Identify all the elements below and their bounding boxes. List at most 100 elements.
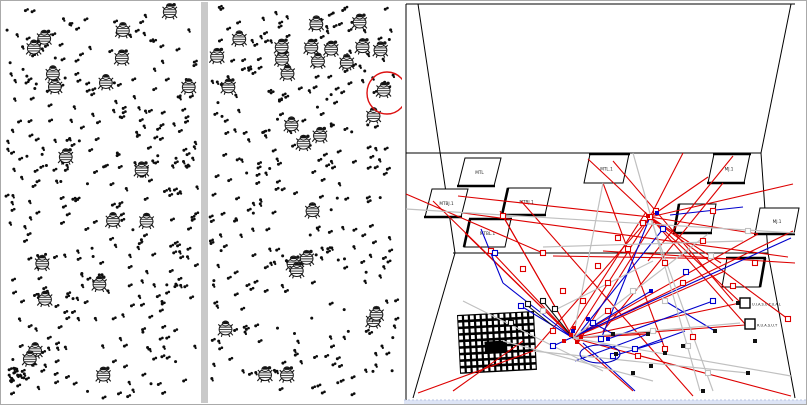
poster-node[interactable]: MJ.1 (754, 207, 800, 236)
food-dot (383, 6, 389, 11)
food-dot (360, 78, 365, 84)
selected-agent[interactable] (366, 71, 402, 115)
food-dot (239, 233, 243, 239)
food-dot (164, 77, 170, 82)
node-marker (597, 335, 605, 343)
food-dot (86, 276, 92, 281)
food-dot (151, 252, 157, 257)
food-dot (311, 385, 317, 390)
network-3d-panel[interactable]: MTL MTL.1 MJ.1 MTBJ.1 MTBJ.1 MTBL.1 MJ.1 U.I.A.… (403, 1, 807, 405)
food-dot (371, 240, 377, 245)
food-dot (226, 275, 232, 280)
food-dot (4, 193, 10, 198)
food-dot (168, 269, 174, 274)
food-dot (15, 367, 19, 373)
network-edge (602, 182, 724, 332)
food-dot (13, 97, 17, 102)
food-dot (61, 204, 67, 209)
network-edge (417, 350, 534, 394)
food-dot (227, 178, 233, 183)
food-dot (158, 336, 164, 341)
poster-node[interactable]: MTL (457, 157, 502, 188)
food-dot (319, 34, 325, 39)
node-marker (784, 315, 792, 323)
food-dot (387, 37, 391, 41)
food-dot (15, 33, 20, 38)
food-dot (350, 20, 354, 24)
food-dot (167, 187, 172, 192)
food-dot (17, 119, 23, 124)
food-dot (281, 360, 287, 365)
food-dot (85, 182, 89, 186)
poster-node[interactable]: MTL.1 (583, 152, 630, 184)
food-dot (184, 163, 190, 168)
food-dot (165, 283, 169, 287)
tag-label: U.I.A.S.U.T.U.A.L (752, 303, 781, 307)
food-dot (329, 208, 333, 212)
food-dot (245, 171, 249, 175)
food-dot (111, 359, 117, 364)
food-dot (241, 369, 245, 374)
food-dot (28, 133, 34, 138)
food-dot (152, 87, 158, 92)
food-dot (173, 284, 179, 289)
food-dot (184, 115, 190, 120)
food-dot (132, 94, 137, 100)
food-dot (269, 261, 273, 267)
network-edge (572, 337, 634, 392)
food-dot (324, 353, 330, 358)
node-marker (736, 301, 740, 305)
food-dot (391, 73, 396, 79)
food-dot (88, 45, 92, 51)
food-dot (8, 221, 13, 226)
agent-sprite (365, 107, 382, 124)
food-dot (381, 256, 387, 261)
food-dot (374, 351, 378, 357)
tag-node[interactable]: U.I.A.S.U.T.U.A.L (739, 297, 781, 309)
food-dot (271, 210, 277, 215)
food-dot (275, 179, 281, 184)
agent-sprite (298, 249, 315, 267)
food-dot (275, 369, 279, 375)
poster-node[interactable]: MTBJ.1 (424, 188, 469, 219)
node-marker (659, 225, 667, 233)
food-dot (179, 283, 183, 289)
food-dot (27, 256, 33, 261)
agent-world-panel[interactable] (2, 2, 402, 403)
poster-node[interactable]: MTBL.1 (462, 217, 512, 248)
food-dot (233, 292, 239, 297)
food-dot (131, 228, 135, 232)
food-dot (22, 376, 26, 380)
food-dot (249, 286, 255, 291)
agent-sprite (133, 161, 150, 178)
node-marker (572, 326, 576, 330)
food-dot (343, 69, 349, 74)
food-dot (137, 294, 142, 300)
node-marker (649, 327, 657, 335)
food-dot (10, 207, 16, 212)
food-dot (366, 145, 372, 150)
network-edge (634, 330, 686, 350)
food-dot (66, 291, 72, 296)
poster-node[interactable]: MJ.1 (707, 152, 751, 185)
network-edge (527, 305, 554, 327)
food-dot (274, 10, 278, 16)
food-dot (336, 258, 340, 262)
food-dot (39, 164, 45, 169)
poster-label: MTBJ.1 (439, 201, 454, 206)
food-dot (6, 139, 10, 145)
food-dot (57, 325, 63, 330)
food-dot (133, 161, 137, 166)
node-marker (614, 352, 618, 356)
food-dot (237, 108, 241, 114)
food-dot (251, 253, 257, 258)
tag-node[interactable]: R.U.A.S.U.T (744, 318, 778, 330)
food-dot (193, 263, 199, 268)
agent-sprite (91, 275, 108, 293)
node-marker (539, 307, 547, 315)
food-dot (115, 151, 120, 156)
food-dot (12, 167, 16, 173)
food-dot (10, 150, 16, 155)
agent-sprite (256, 366, 273, 383)
food-dot (37, 276, 43, 281)
